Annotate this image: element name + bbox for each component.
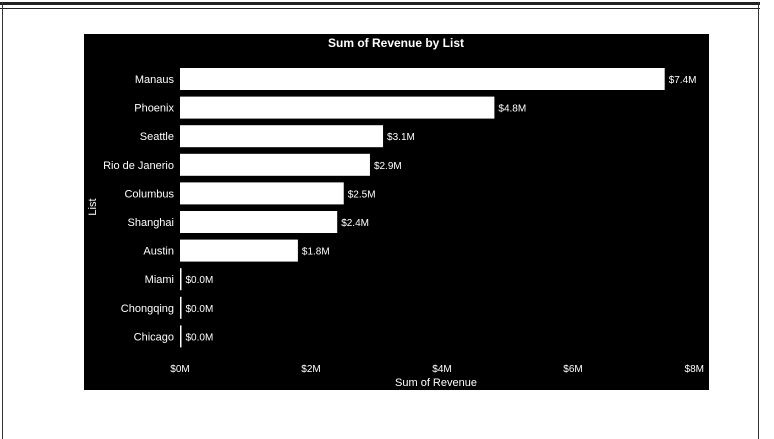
top-border-thick: [0, 2, 760, 5]
category-label: Seattle: [140, 131, 174, 143]
left-border: [2, 2, 3, 439]
bar[interactable]: [180, 325, 182, 348]
category-label: Columbus: [124, 188, 174, 200]
data-label: $0.0M: [186, 275, 214, 286]
category-label: Chicago: [134, 331, 174, 343]
bar[interactable]: [180, 296, 182, 319]
data-label: $3.1M: [387, 132, 415, 143]
bar[interactable]: [180, 268, 182, 291]
bar[interactable]: [180, 153, 370, 176]
data-label: $0.0M: [186, 304, 214, 315]
x-tick-label: $8M: [685, 364, 704, 375]
chart-svg: Sum of Revenue by List Sum of Revenue Li…: [87, 36, 704, 389]
y-axis-title: List: [87, 198, 99, 215]
data-label: $2.9M: [374, 161, 402, 172]
category-label: Chongqing: [121, 303, 174, 315]
bar[interactable]: [180, 68, 665, 90]
category-label: Miami: [145, 274, 174, 286]
x-tick-label: $2M: [301, 364, 320, 375]
bar[interactable]: [180, 96, 495, 119]
bar[interactable]: [180, 211, 338, 233]
x-axis-title: Sum of Revenue: [395, 377, 477, 389]
right-border: [758, 2, 759, 439]
category-label: Manaus: [135, 74, 175, 86]
category-label: Rio de Janerio: [103, 160, 174, 172]
bar-chart-visual[interactable]: Sum of Revenue by List Sum of Revenue Li…: [84, 34, 709, 390]
x-ticks-layer: $0M $2M $4M $6M $8M: [170, 364, 704, 375]
data-label: $0.0M: [186, 332, 214, 343]
bars-layer: Manaus $7.4M Phoenix $4.8M Seattle $3.1M Rio d…: [103, 68, 697, 348]
x-tick-label: $6M: [563, 364, 582, 375]
top-border-thin: [0, 8, 760, 9]
data-label: $2.5M: [348, 189, 376, 200]
chart-title: Sum of Revenue by List: [328, 36, 464, 50]
bar[interactable]: [180, 125, 384, 148]
category-label: Shanghai: [128, 217, 175, 229]
data-label: $4.8M: [498, 104, 526, 115]
x-tick-label: $0M: [170, 364, 189, 375]
data-label: $7.4M: [669, 75, 697, 86]
bar[interactable]: [180, 182, 344, 205]
data-label: $1.8M: [302, 247, 330, 258]
data-label: $2.4M: [341, 218, 369, 229]
category-label: Phoenix: [134, 103, 174, 115]
x-tick-label: $4M: [432, 364, 451, 375]
bar[interactable]: [180, 239, 298, 262]
category-label: Austin: [143, 246, 174, 258]
